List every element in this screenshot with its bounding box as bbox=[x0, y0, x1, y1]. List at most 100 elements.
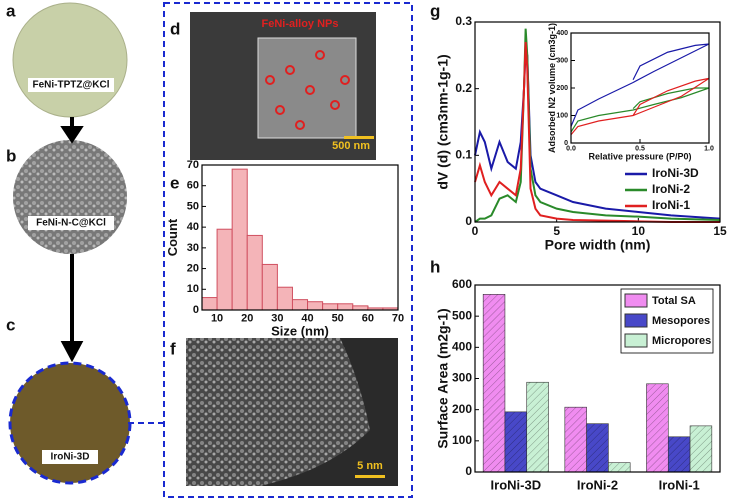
data-line bbox=[570, 77, 710, 136]
x-tick-label: 30 bbox=[271, 313, 283, 325]
photo-a bbox=[12, 2, 128, 118]
photo-label: FeNi-N-C@KCl bbox=[36, 218, 106, 229]
panel-letter: f bbox=[170, 339, 176, 358]
y-tick-label: 100 bbox=[556, 112, 568, 119]
panel-letter: d bbox=[170, 19, 180, 38]
np-markers bbox=[265, 50, 350, 130]
legend-label: IroNi-2 bbox=[652, 182, 690, 196]
x-axis-label: Pore width (nm) bbox=[545, 237, 651, 253]
sem-label: FeNi-alloy NPs bbox=[261, 18, 338, 30]
scale-bar bbox=[344, 136, 374, 139]
y-tick-label: 0.2 bbox=[455, 81, 472, 95]
x-tick-label: 0.5 bbox=[635, 145, 645, 152]
y-tick-label: 0 bbox=[564, 140, 568, 147]
x-tick-label: 10 bbox=[632, 224, 646, 238]
legend-swatch bbox=[624, 313, 648, 328]
legend-swatch bbox=[624, 333, 648, 348]
panel-letter: g bbox=[430, 1, 440, 20]
photo-c bbox=[8, 361, 132, 485]
panel-letter: c bbox=[6, 315, 15, 334]
y-axis-label: Count bbox=[165, 218, 180, 256]
x-tick-label: 15 bbox=[713, 224, 727, 238]
x-tick-label: IroNi-1 bbox=[659, 477, 700, 492]
scale-bar bbox=[355, 475, 385, 478]
photo-b-texture bbox=[13, 140, 127, 254]
panel-letter: e bbox=[170, 173, 179, 192]
histogram-bar bbox=[246, 234, 263, 311]
x-tick-label: IroNi-2 bbox=[577, 477, 618, 492]
bar-hatch bbox=[526, 382, 549, 472]
x-tick-label: 1.0 bbox=[704, 145, 714, 152]
x-tick-label: 5 bbox=[553, 224, 560, 238]
y-tick-label: 0 bbox=[465, 464, 472, 478]
label-bg bbox=[42, 450, 98, 464]
y-tick-label: 400 bbox=[556, 30, 568, 37]
y-tick-label: 100 bbox=[452, 433, 472, 447]
y-tick-label: 0 bbox=[193, 304, 199, 316]
histogram-bar bbox=[231, 168, 248, 311]
bar-hatch bbox=[483, 294, 505, 472]
y-tick-label: 600 bbox=[452, 277, 472, 291]
arrows bbox=[60, 117, 84, 363]
scale-label: 5 nm bbox=[357, 460, 383, 472]
x-axis-label: Relative pressure (P/P0) bbox=[588, 151, 691, 161]
histogram-bar bbox=[322, 303, 339, 311]
legend-label: Micropores bbox=[652, 335, 711, 347]
y-tick-label: 200 bbox=[556, 85, 568, 92]
data-line bbox=[474, 41, 720, 223]
panel-letter: b bbox=[6, 146, 16, 165]
histogram-bar bbox=[307, 301, 324, 311]
label-bg bbox=[28, 216, 114, 230]
histogram-bar bbox=[261, 263, 278, 311]
y-tick-label: 300 bbox=[556, 57, 568, 64]
bar-hatch bbox=[668, 436, 691, 472]
data-line bbox=[570, 87, 710, 133]
plot-frame bbox=[474, 21, 721, 223]
x-tick-label: 70 bbox=[392, 313, 404, 325]
y-tick-label: 500 bbox=[452, 308, 472, 322]
histogram-bar bbox=[337, 303, 354, 311]
x-tick-label: 0.0 bbox=[566, 145, 576, 152]
bar-hatch bbox=[608, 462, 631, 472]
legend-label: IroNi-3D bbox=[652, 166, 699, 180]
x-tick-label: IroNi-3D bbox=[491, 477, 542, 492]
y-tick-label: 0 bbox=[465, 214, 472, 228]
y-tick-label: 60 bbox=[187, 180, 199, 192]
bar-hatch bbox=[504, 411, 527, 472]
legend-label: Total SA bbox=[652, 295, 696, 307]
x-tick-label: 60 bbox=[362, 313, 374, 325]
y-tick-label: 50 bbox=[187, 200, 199, 212]
y-axis-label: Adsorbed N2 volume (cm3g-1) bbox=[547, 23, 557, 153]
panel-letter: a bbox=[6, 1, 16, 20]
x-axis-label: Size (nm) bbox=[271, 323, 329, 338]
y-tick-label: 300 bbox=[452, 371, 472, 385]
plot-bg bbox=[571, 33, 709, 143]
x-tick-label: 0 bbox=[472, 224, 479, 238]
legend-label: IroNi-1 bbox=[652, 198, 690, 212]
scale-label: 500 nm bbox=[332, 140, 370, 152]
plot-frame bbox=[474, 284, 721, 473]
panel-letter: h bbox=[430, 257, 440, 276]
y-tick-label: 200 bbox=[452, 402, 472, 416]
plot-frame bbox=[201, 164, 399, 311]
plot-frame bbox=[570, 32, 710, 144]
y-tick-label: 20 bbox=[187, 262, 199, 274]
legend-label: Mesopores bbox=[652, 315, 710, 327]
photo-label: FeNi-TPTZ@KCl bbox=[33, 80, 110, 91]
histogram-bar bbox=[291, 299, 309, 311]
y-tick-label: 70 bbox=[187, 159, 199, 171]
y-tick-label: 40 bbox=[187, 221, 199, 233]
bar-hatch bbox=[646, 383, 669, 472]
tem-particle bbox=[186, 338, 370, 486]
x-tick-label: 50 bbox=[332, 313, 344, 325]
y-axis-label: dV (d) (cm3nm-1g-1) bbox=[435, 54, 451, 189]
y-tick-label: 0.1 bbox=[455, 148, 472, 162]
y-tick-label: 10 bbox=[187, 283, 199, 295]
y-tick-label: 30 bbox=[187, 242, 199, 254]
y-tick-label: 0.3 bbox=[455, 14, 472, 28]
legend-swatch bbox=[624, 293, 648, 308]
histogram-bar bbox=[201, 297, 218, 311]
bar-hatch bbox=[586, 423, 609, 472]
photo-label: IroNi-3D bbox=[51, 452, 90, 463]
